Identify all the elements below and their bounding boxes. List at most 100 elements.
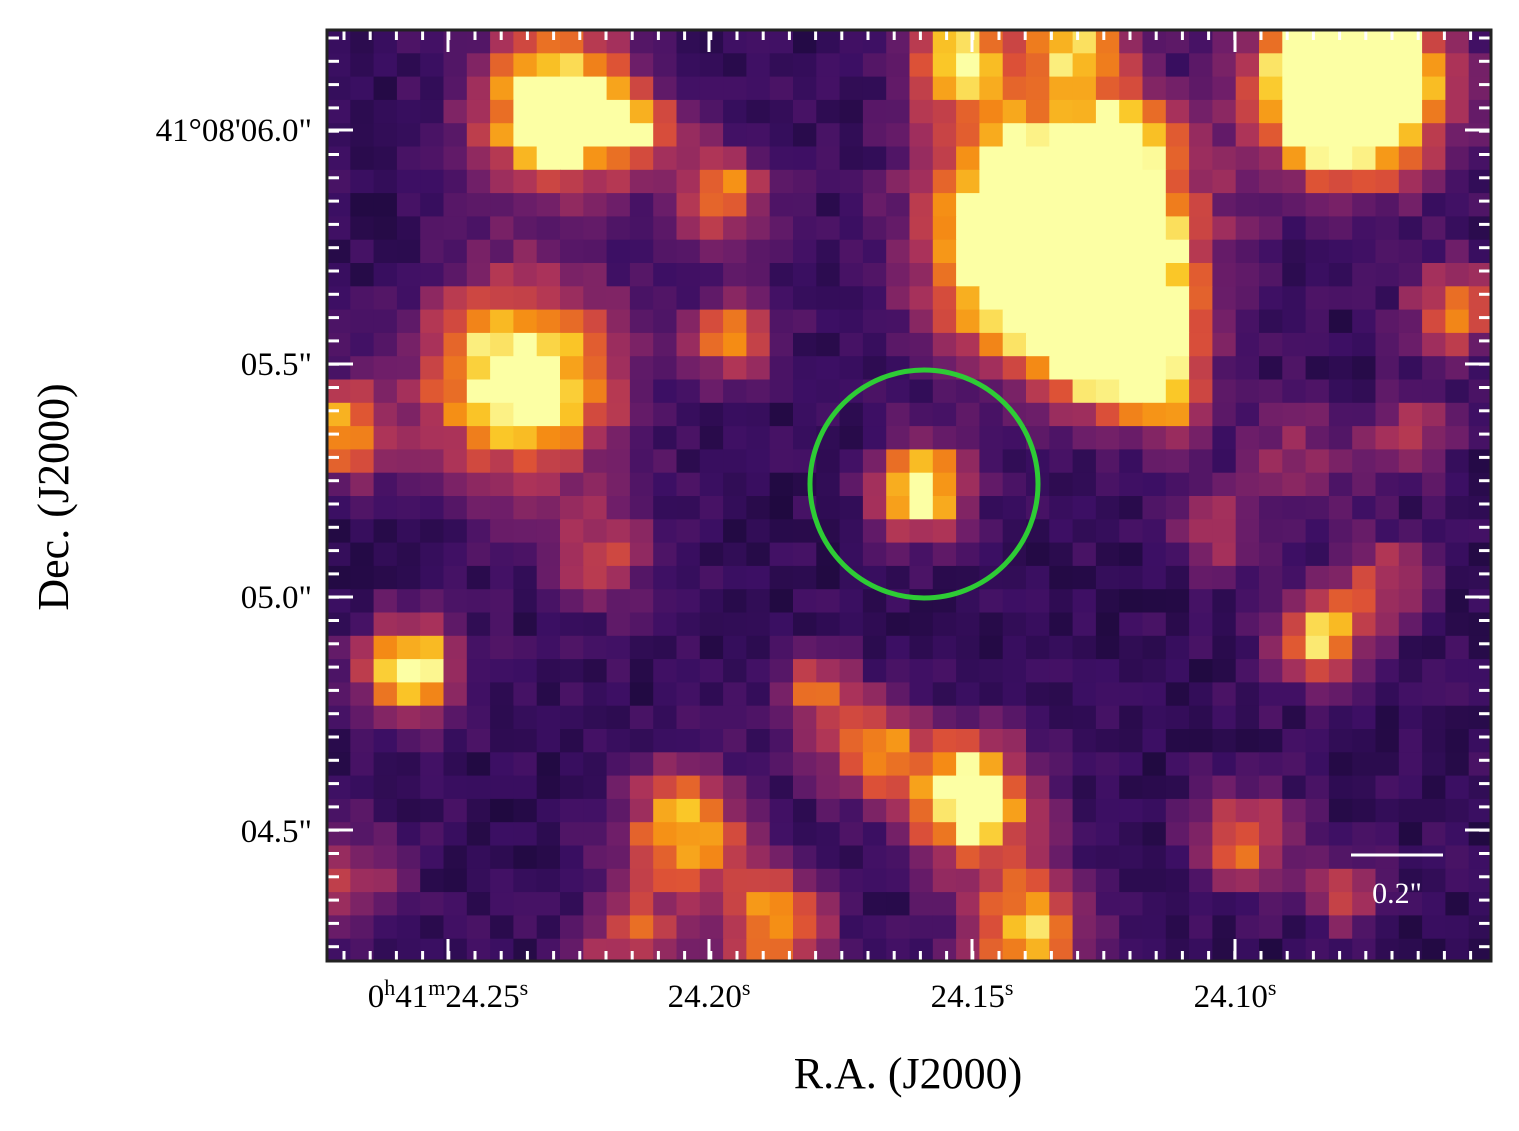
image-pixel — [1282, 263, 1307, 287]
image-pixel — [723, 635, 747, 660]
image-pixel — [653, 123, 678, 148]
image-pixel — [350, 682, 375, 707]
image-pixel — [1398, 868, 1423, 893]
image-pixel — [560, 519, 584, 544]
image-pixel — [1002, 496, 1027, 520]
image-pixel — [1026, 76, 1050, 101]
image-pixel — [373, 682, 398, 707]
image-pixel — [746, 286, 771, 311]
image-pixel — [1398, 822, 1423, 847]
image-pixel — [676, 752, 701, 777]
image-pixel — [1259, 472, 1283, 497]
image-pixel — [1142, 542, 1167, 567]
image-pixel — [793, 286, 817, 311]
image-pixel — [466, 705, 491, 730]
image-pixel — [606, 915, 631, 940]
image-pixel — [350, 565, 375, 590]
image-pixel — [746, 892, 771, 916]
image-pixel — [1002, 426, 1027, 450]
image-pixel — [1142, 76, 1167, 101]
image-pixel — [699, 565, 724, 590]
image-pixel — [1072, 379, 1097, 404]
image-pixel — [396, 76, 421, 101]
image-pixel — [1398, 356, 1423, 381]
image-pixel — [420, 472, 445, 497]
image-pixel — [769, 589, 794, 614]
image-pixel — [793, 822, 817, 847]
image-pixel — [1095, 589, 1120, 614]
image-pixel — [1072, 123, 1097, 148]
image-pixel — [1142, 379, 1167, 404]
image-pixel — [746, 705, 771, 730]
image-pixel — [1235, 53, 1260, 78]
image-pixel — [1235, 868, 1260, 893]
image-pixel — [1212, 822, 1237, 847]
image-pixel — [1212, 356, 1237, 381]
image-pixel — [1165, 542, 1190, 567]
image-pixel — [699, 496, 724, 520]
image-pixel — [862, 612, 887, 637]
image-pixel — [373, 472, 398, 497]
image-pixel — [1398, 892, 1423, 916]
image-pixel — [1002, 798, 1027, 823]
image-pixel — [1189, 519, 1213, 544]
image-pixel — [1212, 798, 1237, 823]
image-pixel — [723, 705, 747, 730]
image-pixel — [653, 99, 678, 124]
x-axis-label: R.A. (J2000) — [794, 1049, 1023, 1098]
image-pixel — [1352, 146, 1377, 171]
image-pixel — [1305, 379, 1330, 404]
image-pixel — [1328, 76, 1353, 101]
image-pixel — [536, 193, 561, 217]
image-pixel — [443, 263, 468, 287]
image-pixel — [932, 309, 957, 334]
image-pixel — [1212, 30, 1237, 54]
image-pixel — [1445, 868, 1470, 893]
image-pixel — [443, 76, 468, 101]
image-pixel — [1235, 472, 1260, 497]
image-pixel — [723, 402, 747, 427]
image-pixel — [583, 705, 608, 730]
image-pixel — [1328, 938, 1353, 961]
image-pixel — [1375, 938, 1400, 961]
image-pixel — [536, 449, 561, 474]
image-pixel — [932, 705, 957, 730]
image-pixel — [1212, 659, 1237, 683]
image-pixel — [443, 216, 468, 241]
image-pixel — [560, 542, 584, 567]
image-pixel — [420, 332, 445, 357]
image-pixel — [1189, 612, 1213, 637]
image-pixel — [1328, 822, 1353, 847]
image-pixel — [1422, 542, 1446, 567]
image-pixel — [723, 892, 747, 916]
image-pixel — [979, 426, 1004, 450]
image-pixel — [396, 868, 421, 893]
image-pixel — [350, 635, 375, 660]
image-pixel — [979, 868, 1004, 893]
image-pixel — [606, 169, 631, 194]
image-pixel — [1422, 892, 1446, 916]
image-pixel — [1468, 775, 1491, 800]
image-pixel — [513, 216, 538, 241]
image-pixel — [1445, 682, 1470, 707]
image-pixel — [1468, 426, 1491, 450]
image-pixel — [396, 682, 421, 707]
image-pixel — [583, 239, 608, 264]
image-pixel — [1189, 356, 1213, 381]
image-pixel — [1142, 402, 1167, 427]
image-pixel — [1445, 659, 1470, 683]
image-pixel — [490, 798, 514, 823]
image-pixel — [1119, 565, 1144, 590]
image-pixel — [932, 822, 957, 847]
image-pixel — [909, 426, 934, 450]
image-pixel — [1375, 263, 1400, 287]
image-pixel — [1328, 775, 1353, 800]
image-pixel — [1328, 332, 1353, 357]
image-pixel — [793, 729, 817, 753]
image-pixel — [839, 263, 864, 287]
image-pixel — [1235, 99, 1260, 124]
image-pixel — [513, 309, 538, 334]
image-pixel — [327, 356, 351, 381]
image-pixel — [1072, 635, 1097, 660]
image-pixel — [327, 379, 351, 404]
